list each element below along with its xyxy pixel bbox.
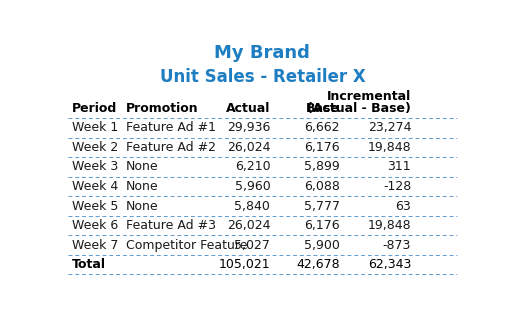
Text: 19,848: 19,848 xyxy=(368,141,411,154)
Text: 26,024: 26,024 xyxy=(227,219,270,232)
Text: Feature Ad #2: Feature Ad #2 xyxy=(125,141,216,154)
Text: Period: Period xyxy=(72,102,117,115)
Text: 105,021: 105,021 xyxy=(219,258,270,271)
Text: Incremental: Incremental xyxy=(327,90,411,103)
Text: 6,662: 6,662 xyxy=(304,121,340,134)
Text: 6,210: 6,210 xyxy=(234,160,270,173)
Text: 5,027: 5,027 xyxy=(234,239,270,252)
Text: 6,176: 6,176 xyxy=(304,141,340,154)
Text: 6,176: 6,176 xyxy=(304,219,340,232)
Text: None: None xyxy=(125,200,158,213)
Text: 23,274: 23,274 xyxy=(368,121,411,134)
Text: Competitor Feature: Competitor Feature xyxy=(125,239,247,252)
Text: (Actual - Base): (Actual - Base) xyxy=(307,102,411,115)
Text: Feature Ad #3: Feature Ad #3 xyxy=(125,219,216,232)
Text: 62,343: 62,343 xyxy=(368,258,411,271)
Text: Week 7: Week 7 xyxy=(72,239,118,252)
Text: 5,899: 5,899 xyxy=(304,160,340,173)
Text: Total: Total xyxy=(72,258,106,271)
Text: Unit Sales - Retailer X: Unit Sales - Retailer X xyxy=(160,68,365,86)
Text: 5,777: 5,777 xyxy=(304,200,340,213)
Text: Week 3: Week 3 xyxy=(72,160,118,173)
Text: 5,900: 5,900 xyxy=(304,239,340,252)
Text: -873: -873 xyxy=(383,239,411,252)
Text: None: None xyxy=(125,160,158,173)
Text: Week 5: Week 5 xyxy=(72,200,118,213)
Text: Feature Ad #1: Feature Ad #1 xyxy=(125,121,216,134)
Text: 6,088: 6,088 xyxy=(304,180,340,193)
Text: None: None xyxy=(125,180,158,193)
Text: 19,848: 19,848 xyxy=(368,219,411,232)
Text: 5,960: 5,960 xyxy=(234,180,270,193)
Text: Week 6: Week 6 xyxy=(72,219,118,232)
Text: Base: Base xyxy=(306,102,340,115)
Text: 311: 311 xyxy=(388,160,411,173)
Text: 42,678: 42,678 xyxy=(296,258,340,271)
Text: 63: 63 xyxy=(395,200,411,213)
Text: 29,936: 29,936 xyxy=(227,121,270,134)
Text: Promotion: Promotion xyxy=(125,102,198,115)
Text: 26,024: 26,024 xyxy=(227,141,270,154)
Text: Week 2: Week 2 xyxy=(72,141,118,154)
Text: 5,840: 5,840 xyxy=(234,200,270,213)
Text: Week 4: Week 4 xyxy=(72,180,118,193)
Text: My Brand: My Brand xyxy=(215,44,310,62)
Text: Week 1: Week 1 xyxy=(72,121,118,134)
Text: -128: -128 xyxy=(383,180,411,193)
Text: Actual: Actual xyxy=(226,102,270,115)
